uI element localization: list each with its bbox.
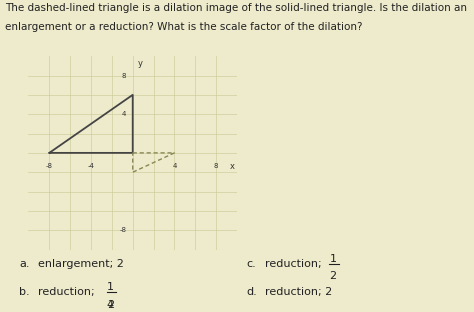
Text: -8: -8 [46, 163, 53, 168]
Text: 4: 4 [122, 111, 127, 117]
Text: enlargement; 2: enlargement; 2 [38, 259, 124, 269]
Text: 4: 4 [107, 300, 114, 310]
Text: 2: 2 [107, 300, 114, 310]
Text: The dashed-lined triangle is a dilation image of the solid-lined triangle. Is th: The dashed-lined triangle is a dilation … [5, 3, 467, 13]
Text: 2: 2 [329, 271, 337, 281]
Text: b.: b. [19, 287, 29, 297]
Text: 8: 8 [122, 72, 127, 79]
Text: a.: a. [19, 259, 29, 269]
Text: reduction;: reduction; [38, 287, 98, 297]
Text: 1: 1 [329, 254, 337, 264]
Text: x: x [229, 162, 234, 171]
Text: y: y [138, 59, 143, 68]
Text: c.: c. [246, 259, 256, 269]
Text: -4: -4 [88, 163, 94, 168]
Text: enlargement or a reduction? What is the scale factor of the dilation?: enlargement or a reduction? What is the … [5, 22, 362, 32]
Text: 8: 8 [214, 163, 219, 168]
Text: d.: d. [246, 287, 257, 297]
Text: reduction; 2: reduction; 2 [265, 287, 333, 297]
Text: 1: 1 [107, 282, 114, 292]
Text: 4: 4 [172, 163, 177, 168]
Text: reduction;: reduction; [265, 259, 326, 269]
Text: -8: -8 [119, 227, 127, 233]
